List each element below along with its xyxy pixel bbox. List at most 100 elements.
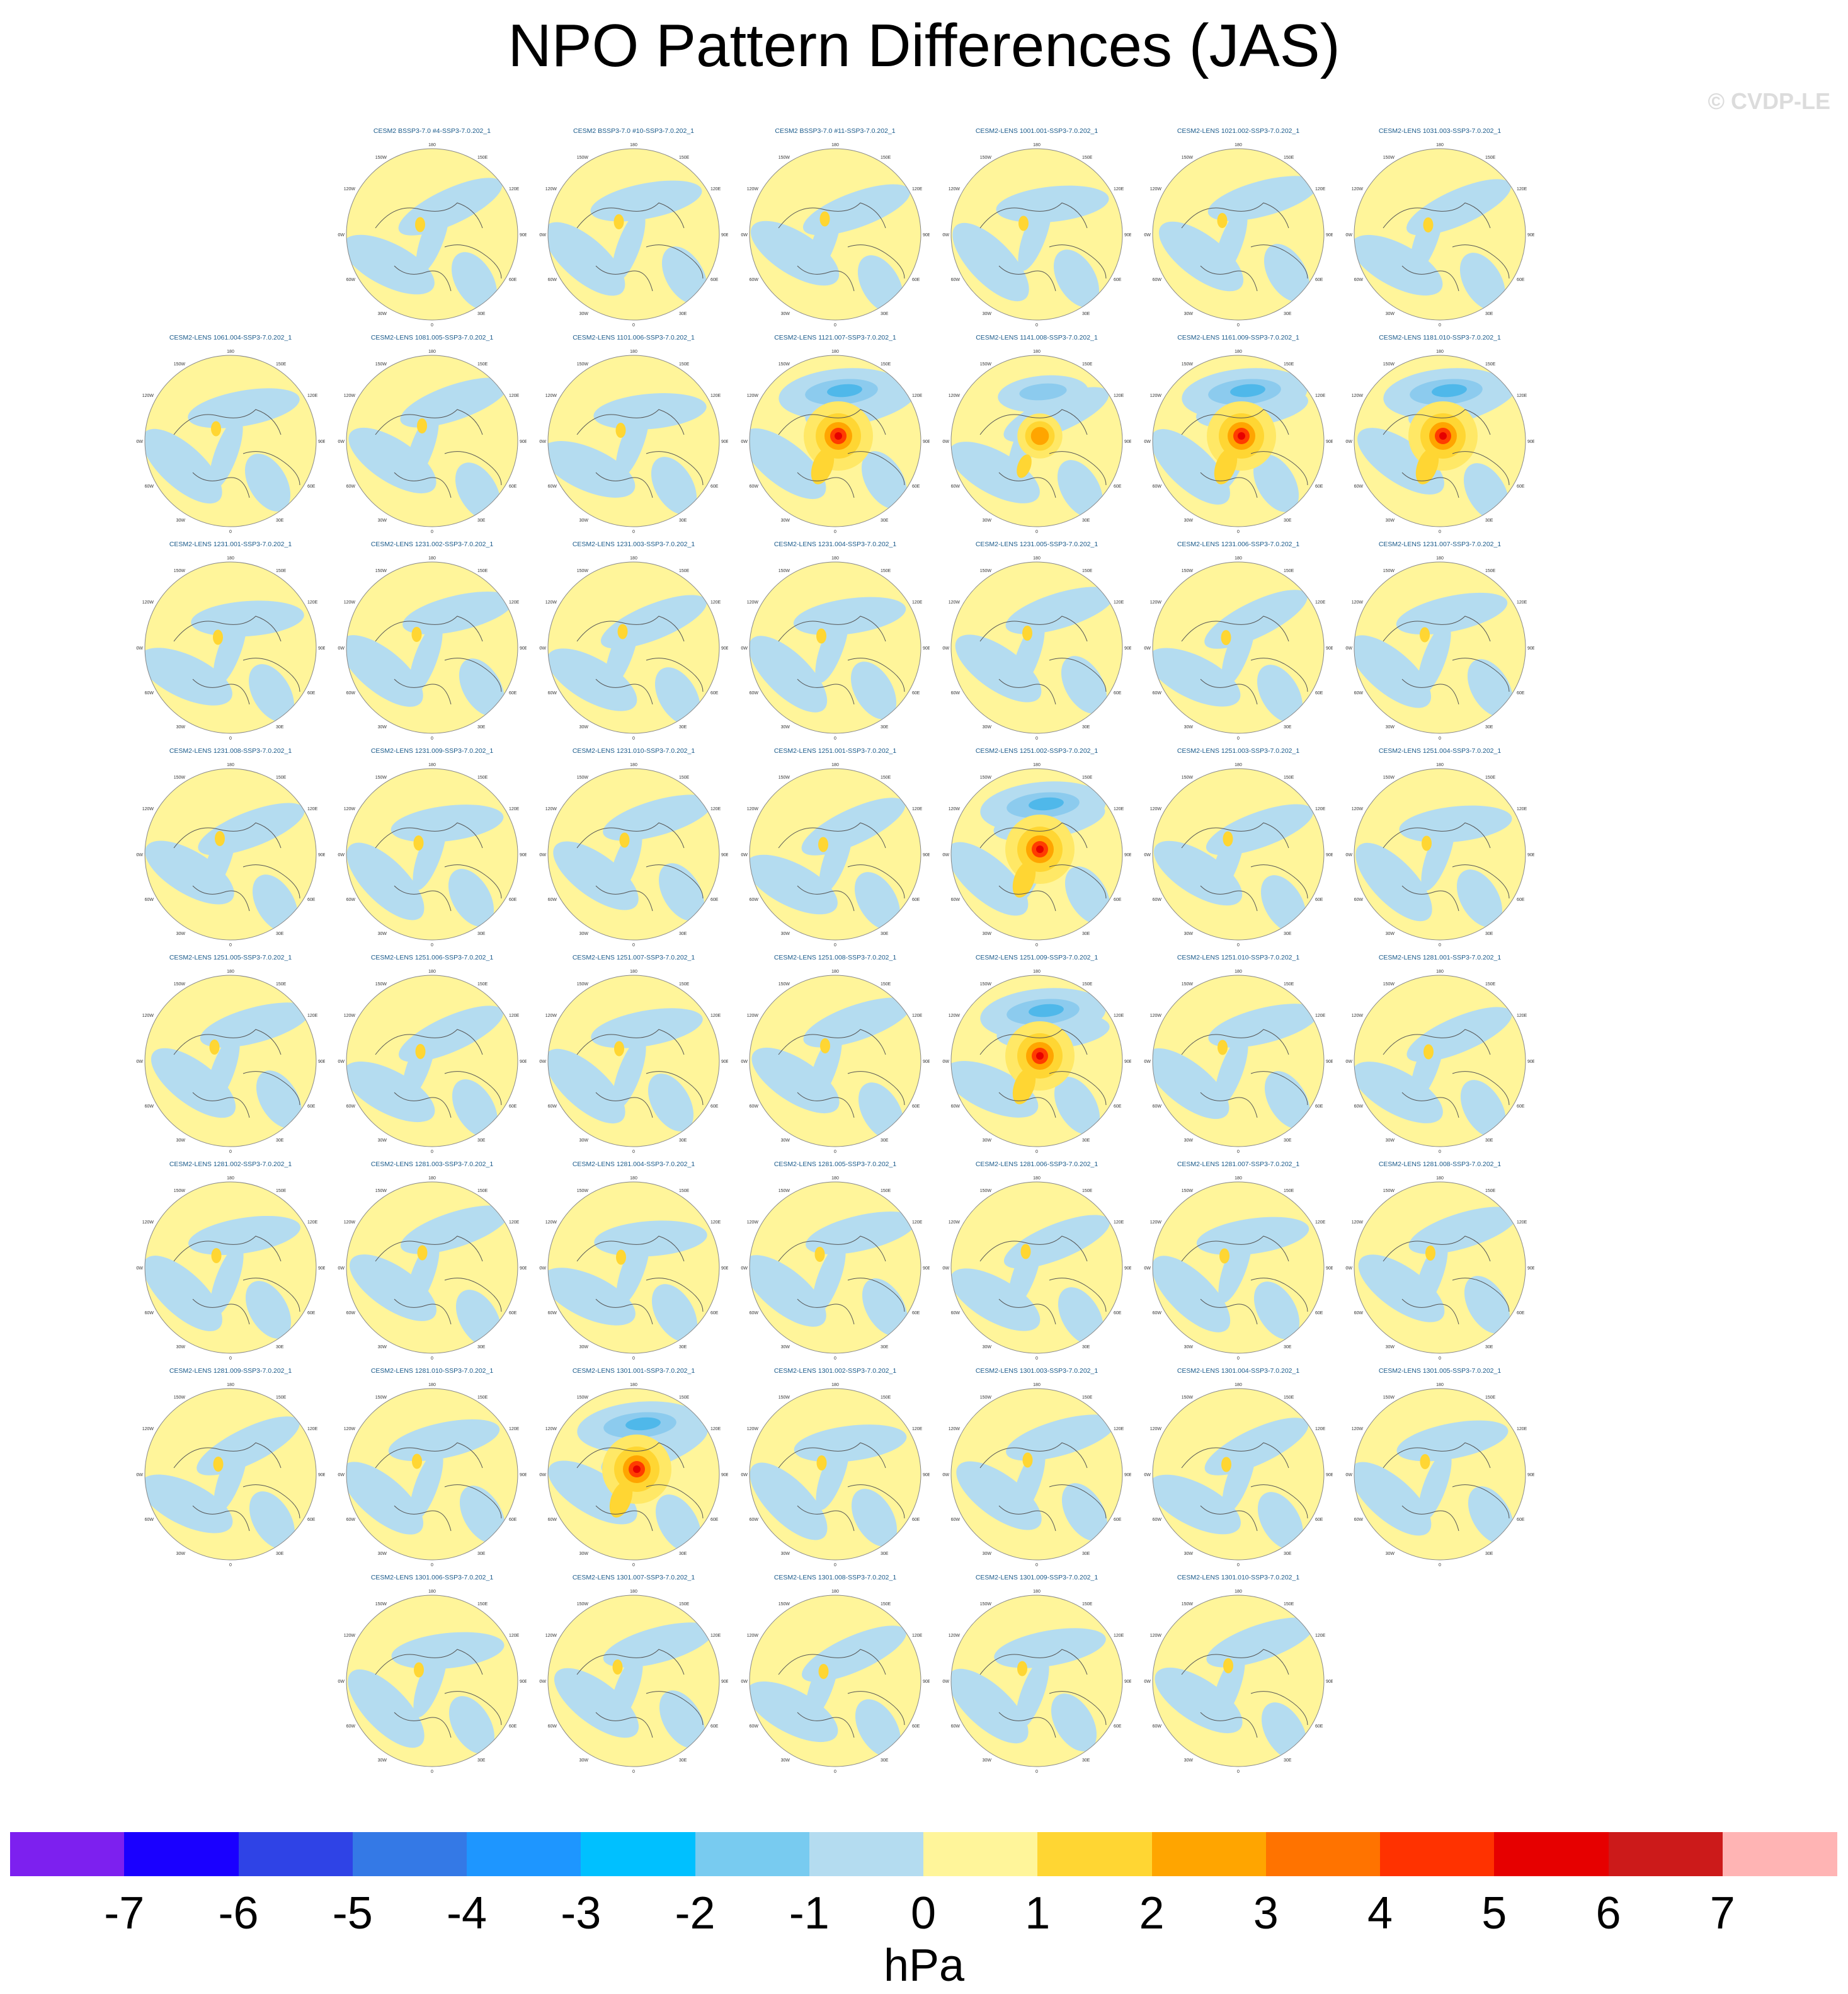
panel-title: CESM2-LENS 1231.003-SSP3-7.0.202_1 <box>572 541 695 548</box>
negative-region <box>608 827 642 899</box>
longitude-label: 60E <box>1517 1311 1525 1315</box>
polar-map: 180 0 90W 90E 120W 150W 150E 120E 60W 30W 60E 30E <box>1345 1383 1534 1567</box>
longitude-label: 120W <box>344 807 356 811</box>
longitude-label: 30E <box>276 725 284 730</box>
longitude-label: 150W <box>375 1395 387 1400</box>
longitude-label: 150W <box>1383 362 1395 367</box>
negative-region <box>413 1646 447 1717</box>
longitude-label: 150W <box>174 1395 186 1400</box>
longitude-label: 180 <box>428 1176 436 1181</box>
longitude-label: 150E <box>1485 156 1496 160</box>
longitude-label: 150E <box>276 1189 287 1193</box>
longitude-label: 150W <box>980 1602 992 1607</box>
longitude-label: 90E <box>1326 1680 1333 1684</box>
longitude-label: 0 <box>632 1563 635 1567</box>
coastline <box>778 409 905 498</box>
coastline <box>1181 1235 1308 1325</box>
negative-center <box>827 384 862 398</box>
longitude-label: 180 <box>1235 1590 1242 1594</box>
colorbar-segment <box>923 1832 1038 1876</box>
longitude-label: 60E <box>912 898 920 902</box>
longitude-label: 120E <box>307 600 318 605</box>
polar-map: 180 0 90W 90E 120W 150W 150E 120E 60W 30W 60E 30E <box>1144 350 1333 534</box>
panel-title: CESM2-LENS 1001.001-SSP3-7.0.202_1 <box>975 127 1098 135</box>
polar-map: 180 0 90W 90E 120W 150W 150E 120E 60W 30W 60E 30E <box>1144 763 1333 948</box>
longitude-label: 180 <box>428 970 436 974</box>
longitude-label: 90W <box>1345 1473 1352 1477</box>
panel-title: CESM2-LENS 1251.001-SSP3-7.0.202_1 <box>773 747 897 755</box>
negative-region <box>816 1438 850 1510</box>
coastline <box>576 1442 704 1532</box>
longitude-label: 120E <box>1315 807 1326 811</box>
colorbar-segment <box>1722 1832 1837 1876</box>
longitude-label: 120W <box>142 807 154 811</box>
map-panel: CESM2-LENS 1181.010-SSP3-7.0.202_1 180 0 90… <box>1345 334 1534 536</box>
positive-center <box>617 624 628 639</box>
longitude-label: 90W <box>1144 1680 1151 1684</box>
longitude-label: 120W <box>344 187 356 192</box>
positive-center <box>619 832 630 848</box>
polar-map: 180 0 90W 90E 120W 150W 150E 120E 60W 30W 60E 30E <box>539 1383 728 1567</box>
longitude-label: 60E <box>1315 898 1323 902</box>
polar-map: 180 0 90W 90E 120W 150W 150E 120E 60W 30W 60E 30E <box>1345 970 1534 1154</box>
negative-region <box>612 210 646 282</box>
panel-title: CESM2-LENS 1251.002-SSP3-7.0.202_1 <box>975 747 1098 755</box>
longitude-label: 0 <box>834 943 836 948</box>
negative-region <box>145 428 222 504</box>
colorbar-segment <box>238 1832 353 1876</box>
coastline <box>778 202 905 292</box>
negative-region <box>661 246 708 304</box>
longitude-label: 180 <box>630 556 637 561</box>
longitude-label: 0 <box>1237 943 1240 948</box>
longitude-label: 60E <box>509 1311 517 1315</box>
longitude-label: 120E <box>1517 1014 1527 1018</box>
positive-center <box>417 1245 428 1261</box>
longitude-label: 120E <box>1517 807 1527 811</box>
longitude-label: 150E <box>477 982 488 987</box>
longitude-label: 30E <box>276 932 284 936</box>
longitude-label: 30E <box>477 1138 486 1143</box>
longitude-label: 120W <box>545 394 557 398</box>
negative-region <box>655 1494 702 1552</box>
positive-center <box>1223 831 1233 847</box>
polar-map: 180 0 90W 90E 120W 150W 150E 120E 60W 30W 60E 30E <box>942 970 1131 1154</box>
longitude-label: 120E <box>1315 1634 1326 1638</box>
coastline <box>1181 1029 1308 1118</box>
longitude-label: 90E <box>721 440 728 444</box>
map-boundary <box>346 561 518 734</box>
map-panel: CESM2-LENS 1281.006-SSP3-7.0.202_1 180 0 90… <box>942 1160 1131 1362</box>
colorbar-tick-label: 2 <box>1139 1888 1165 1939</box>
map-panel: CESM2-LENS 1281.010-SSP3-7.0.202_1 180 0 90… <box>338 1367 527 1569</box>
longitude-label: 60W <box>951 1104 961 1109</box>
longitude-label: 120W <box>545 1014 557 1018</box>
negative-region <box>805 1649 839 1721</box>
positive-center <box>1415 448 1439 484</box>
longitude-label: 60E <box>1114 898 1122 902</box>
panel-title: CESM2-LENS 1301.006-SSP3-7.0.202_1 <box>370 1574 494 1581</box>
longitude-label: 0 <box>1237 1770 1240 1774</box>
longitude-label: 150E <box>1082 362 1093 367</box>
negative-region <box>605 617 639 689</box>
negative-region <box>346 842 425 920</box>
polar-map: 180 0 90W 90E 120W 150W 150E 120E 60W 30W 60E 30E <box>338 1590 527 1774</box>
polar-map: 180 0 90W 90E 120W 150W 150E 120E 60W 30W 60E 30E <box>338 763 527 948</box>
negative-region <box>548 1048 625 1124</box>
longitude-label: 30E <box>276 1552 284 1556</box>
panel-title: CESM2-LENS 1281.008-SSP3-7.0.202_1 <box>1378 1160 1502 1168</box>
panel-title: CESM2 BSSP3-7.0 #4-SSP3-7.0.202_1 <box>373 127 491 135</box>
longitude-label: 180 <box>630 1383 637 1387</box>
coastline <box>1383 1442 1510 1532</box>
map-boundary <box>749 355 921 527</box>
positive-center <box>1017 454 1032 478</box>
longitude-label: 60E <box>1315 691 1323 696</box>
longitude-label: 90W <box>539 1266 546 1271</box>
colorbar-segment <box>1265 1832 1381 1876</box>
positive-center <box>1420 627 1430 643</box>
longitude-label: 30W <box>983 1552 992 1556</box>
colorbar-tick-label: 1 <box>1025 1888 1051 1939</box>
negative-region <box>1054 1077 1100 1135</box>
longitude-label: 150W <box>779 569 790 573</box>
longitude-label: 150E <box>881 1602 891 1607</box>
panel-title: CESM2-LENS 1301.002-SSP3-7.0.202_1 <box>773 1367 897 1375</box>
negative-region <box>819 822 853 893</box>
